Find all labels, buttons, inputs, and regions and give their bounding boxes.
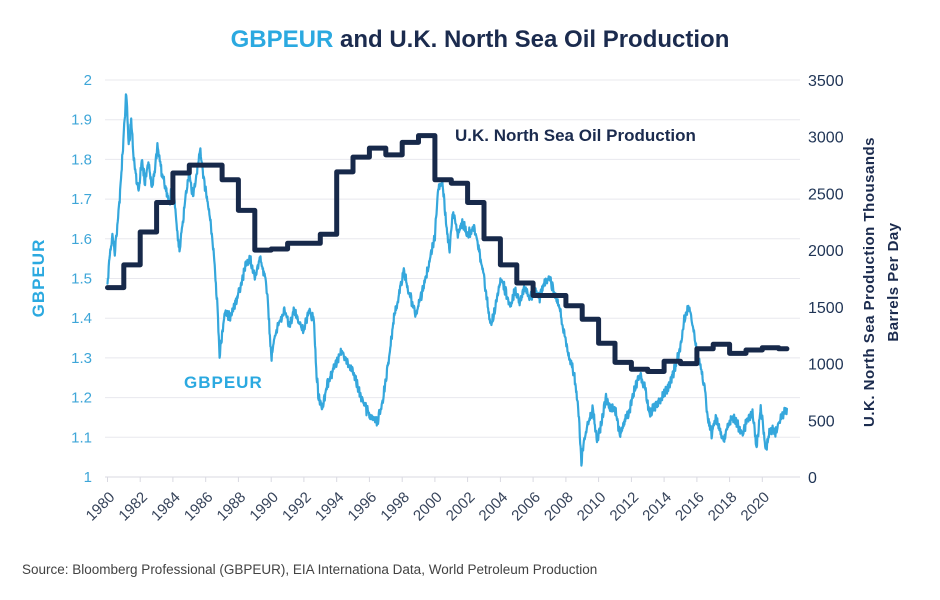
- y-right-tick-label: 0: [808, 470, 817, 487]
- y-left-tick-label: 1.4: [71, 310, 92, 327]
- x-tick-label: 1992: [279, 489, 315, 525]
- annotation-oil-production: U.K. North Sea Oil Production: [455, 126, 696, 145]
- chart-title-rest: and U.K. North Sea Oil Production: [333, 26, 729, 53]
- x-tick-label: 2014: [639, 489, 675, 525]
- y-left-tick-label: 2: [84, 72, 92, 89]
- chart-title: GBPEUR and U.K. North Sea Oil Production: [231, 26, 730, 53]
- x-tick-label: 2006: [508, 489, 544, 525]
- y-right-tick-label: 1500: [808, 300, 844, 317]
- right-axis-title-line2: Barrels Per Day: [885, 222, 902, 341]
- y-axis-left-labels: 2 1.9 1.8 1.7 1.6 1.5 1.4 1.3 1.2 1.1 1: [71, 72, 92, 486]
- y-right-tick-label: 3500: [808, 73, 844, 90]
- y-right-tick-label: 2000: [808, 243, 844, 260]
- source-line: Source: Bloomberg Professional (GBPEUR),…: [22, 562, 597, 577]
- x-tick-label: 1984: [148, 489, 184, 525]
- x-tick-label: 2000: [410, 489, 446, 525]
- x-tick-label: 2016: [672, 489, 708, 525]
- left-axis-title: GBPEUR: [29, 239, 48, 318]
- y-left-tick-label: 1.7: [71, 191, 92, 208]
- y-left-tick-label: 1: [84, 469, 92, 486]
- x-tick-label: 2002: [443, 489, 479, 525]
- y-left-tick-label: 1.1: [71, 429, 92, 446]
- y-right-tick-label: 500: [808, 413, 835, 430]
- series-lines: [105, 93, 790, 467]
- y-axis-right-labels: 3500 3000 2500 2000 1500 1000 500 0: [808, 73, 844, 487]
- x-tick-label: 1982: [115, 489, 151, 525]
- series-line-gbpeur: [106, 93, 788, 467]
- y-right-tick-label: 3000: [808, 130, 844, 147]
- series-line-oil-production: [105, 133, 790, 374]
- x-axis: 1980198219841986198819901992199419961998…: [83, 477, 773, 524]
- y-left-tick-label: 1.3: [71, 350, 92, 367]
- y-left-tick-label: 1.5: [71, 271, 92, 288]
- x-tick-label: 2008: [541, 489, 577, 525]
- x-tick-label: 1994: [312, 489, 348, 525]
- x-tick-label: 2004: [476, 489, 512, 525]
- x-tick-label: 1996: [345, 489, 381, 525]
- right-axis-title-line1: U.K. North Sea Production Thousands: [861, 137, 878, 427]
- x-tick-label: 2018: [705, 489, 741, 525]
- y-right-tick-label: 1000: [808, 357, 844, 374]
- x-tick-label: 1990: [246, 489, 282, 525]
- gridlines: [105, 79, 800, 478]
- x-tick-label: 1980: [83, 489, 119, 525]
- x-tick-label: 2020: [738, 489, 774, 525]
- annotation-gbpeur: GBPEUR: [184, 373, 263, 392]
- chart-title-gbpeur: GBPEUR: [231, 26, 334, 53]
- x-tick-label: 2012: [607, 489, 643, 525]
- y-left-tick-label: 1.8: [71, 151, 92, 168]
- x-tick-label: 2010: [574, 489, 610, 525]
- y-right-tick-label: 2500: [808, 186, 844, 203]
- x-tick-label: 1988: [214, 489, 250, 525]
- x-tick-label: 1998: [377, 489, 413, 525]
- y-left-tick-label: 1.2: [71, 390, 92, 407]
- y-left-tick-label: 1.9: [71, 112, 92, 129]
- y-left-tick-label: 1.6: [71, 231, 92, 248]
- x-tick-label: 1986: [181, 489, 217, 525]
